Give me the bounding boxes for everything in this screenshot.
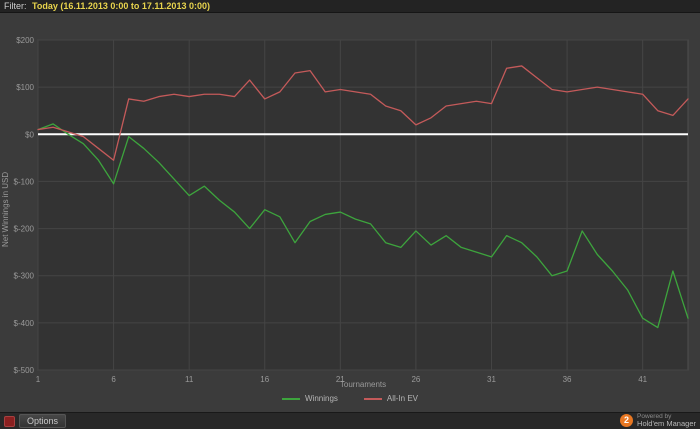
legend-item-all-in-ev: All-In EV bbox=[363, 394, 419, 403]
svg-text:31: 31 bbox=[487, 375, 496, 384]
filter-bar: Filter: Today (16.11.2013 0:00 to 17.11.… bbox=[0, 0, 700, 13]
svg-text:16: 16 bbox=[260, 375, 269, 384]
svg-text:$-100: $-100 bbox=[14, 177, 35, 186]
chart-legend: Winnings All-In EV bbox=[0, 394, 700, 403]
filter-value[interactable]: Today (16.11.2013 0:00 to 17.11.2013 0:0… bbox=[32, 1, 210, 11]
options-button[interactable]: Options bbox=[4, 414, 67, 428]
winnings-line-swatch bbox=[281, 397, 300, 400]
svg-text:26: 26 bbox=[411, 375, 420, 384]
status-bar: Options 2 Powered by Hold'em Manager bbox=[0, 412, 700, 429]
svg-text:6: 6 bbox=[111, 375, 116, 384]
options-icon bbox=[4, 415, 15, 427]
chart-panel: $200 $100 $0 $-100 $-200 $-300 $-400 $-500 1 6 11 1… bbox=[0, 14, 700, 412]
svg-text:$-400: $-400 bbox=[14, 319, 35, 328]
svg-text:$0: $0 bbox=[25, 130, 34, 139]
svg-text:1: 1 bbox=[36, 375, 41, 384]
all-in-ev-line-swatch bbox=[363, 397, 382, 400]
x-axis-label: Tournaments bbox=[339, 380, 387, 389]
powered-by-text: Powered by bbox=[637, 413, 672, 421]
svg-text:21: 21 bbox=[336, 375, 345, 384]
options-label: Options bbox=[19, 414, 67, 428]
branding: 2 Powered by Hold'em Manager bbox=[620, 413, 696, 428]
svg-text:11: 11 bbox=[185, 375, 194, 384]
svg-text:$100: $100 bbox=[16, 83, 34, 92]
svg-text:41: 41 bbox=[638, 375, 647, 384]
svg-text:$200: $200 bbox=[16, 36, 34, 45]
legend-label-all-in-ev: All-In EV bbox=[386, 394, 419, 403]
legend-label-winnings: Winnings bbox=[304, 394, 338, 403]
y-axis-label: Net Winnings in USD bbox=[1, 171, 10, 247]
holdem-manager-logo-icon: 2 bbox=[620, 414, 634, 428]
branding-text: Powered by Hold'em Manager bbox=[637, 413, 696, 428]
svg-text:$-300: $-300 bbox=[14, 272, 35, 281]
svg-text:$-500: $-500 bbox=[14, 366, 35, 375]
svg-text:36: 36 bbox=[563, 375, 572, 384]
filter-label: Filter: bbox=[4, 1, 27, 11]
legend-item-winnings: Winnings bbox=[281, 394, 338, 403]
app-name-text: Hold'em Manager bbox=[637, 419, 696, 429]
svg-text:$-200: $-200 bbox=[14, 225, 35, 234]
